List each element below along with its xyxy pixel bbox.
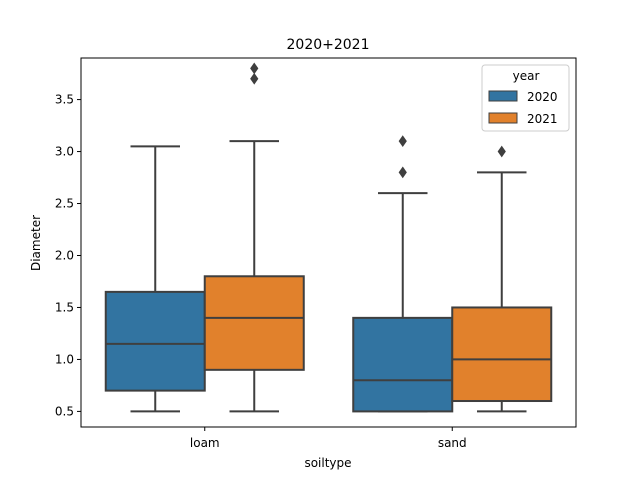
x-axis: loam sand [190, 427, 467, 450]
y-tick-label: 2.0 [55, 248, 74, 262]
legend: year 2020 2021 [481, 64, 570, 132]
outlier-point [398, 135, 407, 148]
x-tick-label: sand [438, 436, 467, 450]
legend-swatch-2021 [488, 112, 518, 124]
chart-title: 2020+2021 [287, 37, 370, 53]
box-body [352, 316, 454, 413]
y-tick-label: 1.5 [55, 300, 74, 314]
outlier-point [250, 72, 259, 85]
box-2020-loam [104, 145, 206, 413]
box-2020-sand [352, 135, 454, 413]
legend-label-2021: 2021 [527, 112, 558, 126]
legend-swatch-2020 [488, 90, 518, 102]
legend-title: year [513, 69, 540, 83]
plot-area [104, 62, 553, 413]
y-tick-label: 2.5 [55, 197, 74, 211]
outlier-point [250, 62, 259, 75]
x-axis-label: soiltype [304, 456, 351, 470]
legend-label-2020: 2020 [527, 90, 558, 104]
outlier-point [497, 145, 506, 158]
box-body [451, 306, 553, 403]
y-tick-label: 3.0 [55, 145, 74, 159]
box-body [104, 290, 206, 392]
box-2021-loam [203, 62, 305, 413]
y-tick-label: 1.0 [55, 352, 74, 366]
outlier-point [398, 166, 407, 179]
y-tick-label: 3.5 [55, 93, 74, 107]
y-axis: 0.5 1.0 1.5 2.0 2.5 3.0 3.5 [55, 93, 81, 418]
box-body [203, 275, 305, 371]
y-axis-label: Diameter [29, 215, 43, 271]
axes-frame [80, 57, 577, 428]
y-tick-label: 0.5 [55, 404, 74, 418]
x-tick-label: loam [190, 436, 220, 450]
box-2021-sand [451, 145, 553, 413]
